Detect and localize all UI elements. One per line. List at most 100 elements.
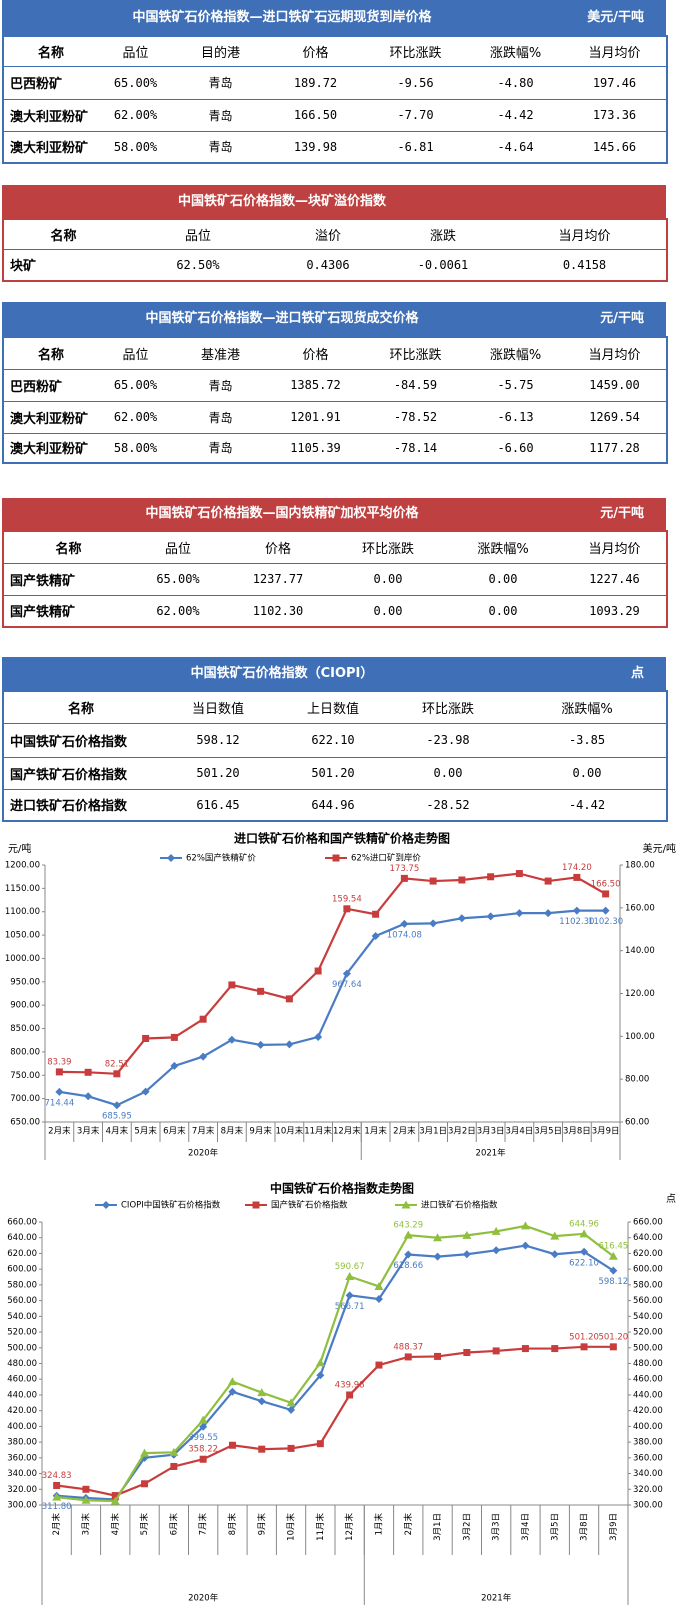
cell: 1227.46: [563, 563, 667, 596]
y2-tick-label: 440.00: [633, 1390, 663, 1400]
cell: 青岛: [173, 369, 268, 402]
y2-tick-label: 420.00: [633, 1406, 663, 1416]
column-header: 品位: [133, 531, 223, 564]
marker: [372, 910, 380, 918]
marker: [170, 1462, 178, 1470]
data-label: 488.37: [393, 1342, 423, 1352]
x-group-label: 2020年: [188, 1148, 219, 1159]
marker: [342, 969, 351, 978]
marker: [345, 1291, 354, 1300]
marker: [492, 1246, 501, 1255]
y-tick-label: 540.00: [7, 1312, 37, 1322]
cell: 0.4158: [562, 257, 607, 272]
marker: [113, 1070, 121, 1078]
marker: [142, 1034, 150, 1042]
column-header: 品位: [98, 337, 173, 370]
marker: [52, 1492, 62, 1501]
marker: [81, 1495, 91, 1504]
cell: 62.50%: [176, 257, 220, 272]
cell: -4.42: [468, 99, 563, 132]
row-name: 澳大利亚粉矿: [3, 401, 98, 434]
cell: -28.52: [426, 797, 470, 812]
data-table: 名称 品位 价格 环比涨跌 涨跌幅% 当月均价 国产铁精矿 65.00% 1237.77 0.00…: [2, 530, 668, 628]
cell: 644.96: [311, 797, 355, 812]
marker: [462, 1250, 471, 1259]
y2-tick-label: 620.00: [633, 1249, 663, 1259]
x-group-label: 2021年: [476, 1148, 507, 1159]
marker: [332, 854, 340, 862]
x-tick-label: 3月1日: [433, 1513, 443, 1541]
marker: [515, 909, 524, 918]
table-header: 中国铁矿石价格指数—块矿溢价指数: [2, 185, 666, 218]
cell: 65.00%: [133, 563, 223, 596]
column-header: 当日数值: [158, 691, 278, 724]
cell: 0.00: [488, 603, 518, 618]
marker: [404, 1250, 413, 1259]
cell: 62.00%: [98, 401, 173, 434]
data-label: 644.96: [569, 1219, 599, 1229]
data-label: 501.20: [598, 1332, 628, 1342]
cell: 0.00: [508, 757, 667, 790]
marker: [84, 1092, 93, 1101]
series-line: [56, 1244, 614, 1501]
marker: [343, 905, 351, 913]
y-tick-label: 1100.00: [5, 907, 40, 917]
chart-title: 进口铁矿石价格和国产铁精矿价格走势图: [234, 831, 450, 846]
data-label: 311.80: [42, 1502, 72, 1512]
marker: [227, 1377, 237, 1386]
marker: [400, 919, 409, 928]
marker: [602, 890, 610, 898]
marker: [550, 1231, 560, 1240]
column-header: 价格: [268, 36, 363, 67]
y-tick-label: 580.00: [7, 1280, 37, 1290]
cell: -3.85: [508, 723, 667, 758]
marker: [55, 1087, 64, 1096]
marker: [199, 1422, 208, 1431]
cell: -9.56: [363, 66, 468, 100]
cell: 139.98: [293, 139, 338, 154]
y-tick-label: 620.00: [7, 1249, 37, 1259]
table-unit: 元/干吨: [600, 506, 644, 521]
cell: 166.50: [268, 99, 363, 132]
row: 国产铁精矿 65.00% 1237.77 0.00 0.00 1227.46: [3, 563, 667, 596]
marker: [141, 1087, 150, 1096]
column-header: 涨跌幅%: [468, 337, 563, 370]
data-label: 622.10: [569, 1258, 599, 1268]
y-tick-label: 950.00: [10, 977, 40, 987]
x-tick-label: 1月末: [364, 1126, 387, 1137]
y-tick-label: 360.00: [7, 1453, 37, 1463]
x-tick-label: 11月末: [315, 1513, 326, 1541]
y-tick-label: 700.00: [10, 1094, 40, 1104]
y2-tick-label: 400.00: [633, 1422, 663, 1432]
marker: [84, 1068, 92, 1076]
y2-tick-label: 380.00: [633, 1438, 663, 1448]
data-label: 358.22: [188, 1445, 218, 1455]
x-tick-label: 10月末: [286, 1513, 297, 1541]
marker: [285, 995, 293, 1003]
x-tick-label: 3月5日: [534, 1127, 562, 1137]
row-name: 澳大利亚粉矿: [10, 442, 89, 458]
cell: 0.00: [333, 563, 443, 596]
marker: [551, 1345, 559, 1353]
y2-tick-label: 480.00: [633, 1359, 663, 1369]
marker: [82, 1485, 90, 1493]
marker: [314, 1032, 323, 1041]
column-header: 名称: [3, 337, 98, 370]
marker: [55, 1068, 63, 1076]
y-tick-label: 1200.00: [5, 861, 40, 871]
legend-label: 62%进口矿到岸价: [351, 853, 421, 864]
cell: -6.60: [497, 440, 534, 455]
marker: [374, 1295, 383, 1304]
x-tick-label: 12月末: [344, 1513, 355, 1541]
data-label: 967.64: [332, 980, 362, 990]
marker: [170, 1061, 179, 1070]
cell: 173.36: [563, 99, 667, 132]
x-tick-label: 3月2日: [462, 1513, 472, 1541]
x-tick-label: 3月8日: [580, 1513, 590, 1541]
data-table: 名称 品位 基准港 价格 环比涨跌 涨跌幅% 当月均价 巴西粉矿 65.00% 青岛 1385.72…: [2, 336, 668, 464]
x-tick-label: 5月末: [134, 1126, 157, 1137]
cell: 青岛: [173, 401, 268, 434]
x-tick-label: 3月3日: [477, 1127, 505, 1137]
